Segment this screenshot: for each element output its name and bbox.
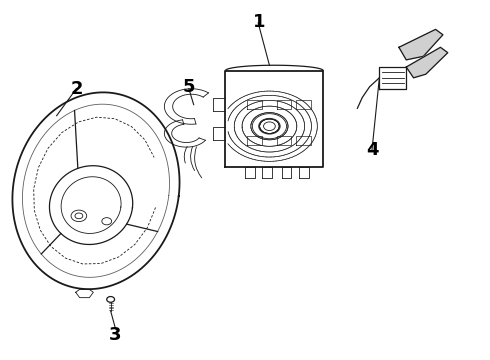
Text: 3: 3 [109, 326, 122, 344]
Text: 2: 2 [70, 80, 83, 98]
Text: 5: 5 [183, 78, 195, 96]
Polygon shape [399, 30, 443, 60]
Text: 1: 1 [253, 13, 266, 31]
Text: 4: 4 [366, 140, 378, 158]
Polygon shape [406, 47, 448, 78]
